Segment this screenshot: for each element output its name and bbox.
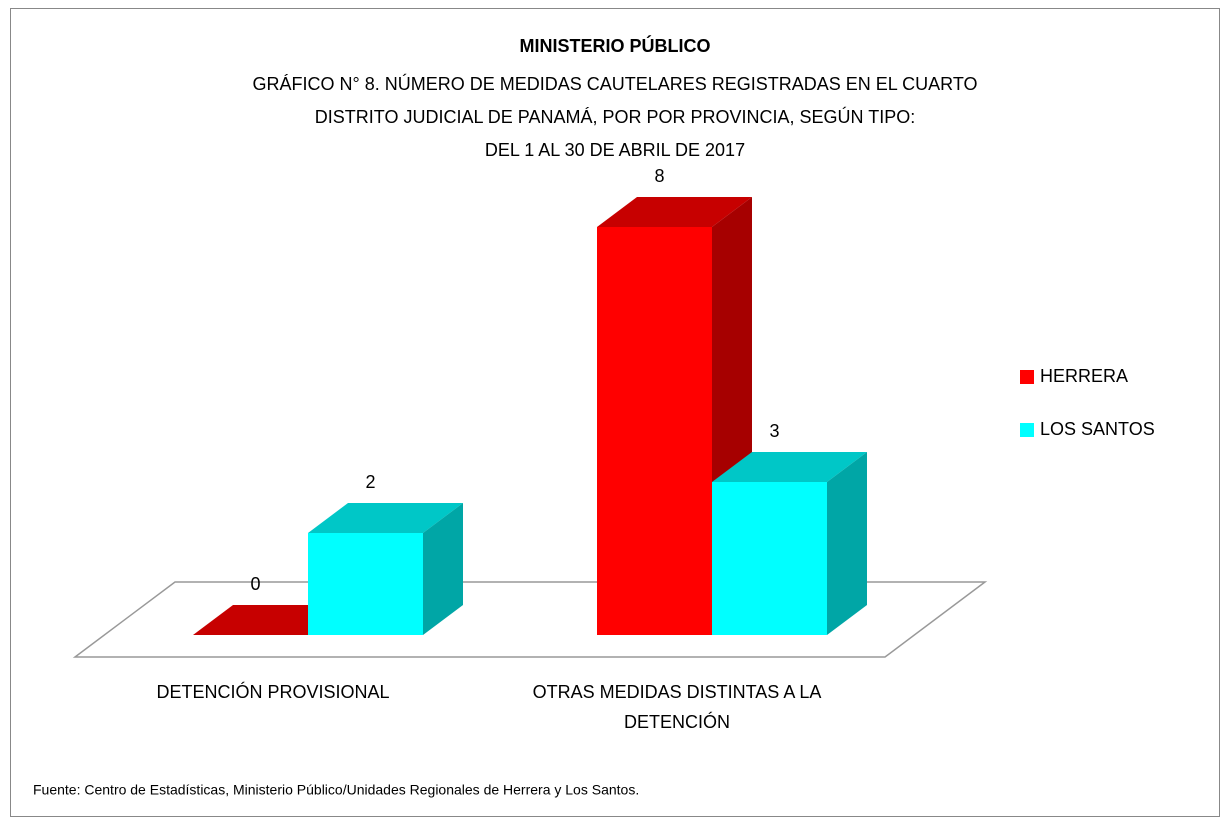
- bar-front: [308, 533, 423, 635]
- value-label: 3: [769, 421, 779, 441]
- bar: [308, 503, 463, 635]
- x-tick-label: OTRAS MEDIDAS DISTINTAS A LA DETENCIÓN: [532, 682, 822, 732]
- bar-top: [597, 197, 752, 227]
- bar-top: [308, 503, 463, 533]
- legend-swatch: [1020, 423, 1034, 437]
- bar-side: [827, 452, 867, 635]
- legend-swatch: [1020, 370, 1034, 384]
- x-tick-label: DETENCIÓN PROVISIONAL: [156, 682, 390, 702]
- bar-front: [712, 482, 827, 635]
- value-label: 2: [365, 472, 375, 492]
- value-label: 8: [654, 166, 664, 186]
- chart-subtitle: DEL 1 AL 30 DE ABRIL DE 2017: [485, 140, 745, 160]
- chart-title: MINISTERIO PÚBLICO: [519, 35, 710, 56]
- bar-top: [712, 452, 867, 482]
- legend-label: LOS SANTOS: [1040, 419, 1155, 439]
- chart-subtitle: DISTRITO JUDICIAL DE PANAMÁ, POR POR PRO…: [315, 106, 915, 127]
- bar: [712, 452, 867, 635]
- value-label: 0: [250, 574, 260, 594]
- legend-label: HERRERA: [1040, 366, 1128, 386]
- bar-front: [597, 227, 712, 635]
- source-note: Fuente: Centro de Estadísticas, Minister…: [33, 782, 639, 798]
- chart-subtitle: GRÁFICO N° 8. NÚMERO DE MEDIDAS CAUTELAR…: [253, 73, 978, 94]
- bar-side: [423, 503, 463, 635]
